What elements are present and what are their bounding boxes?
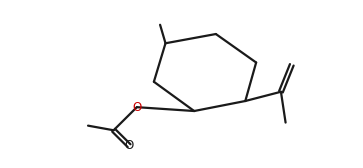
Text: O: O (125, 139, 134, 152)
Text: O: O (132, 101, 142, 114)
